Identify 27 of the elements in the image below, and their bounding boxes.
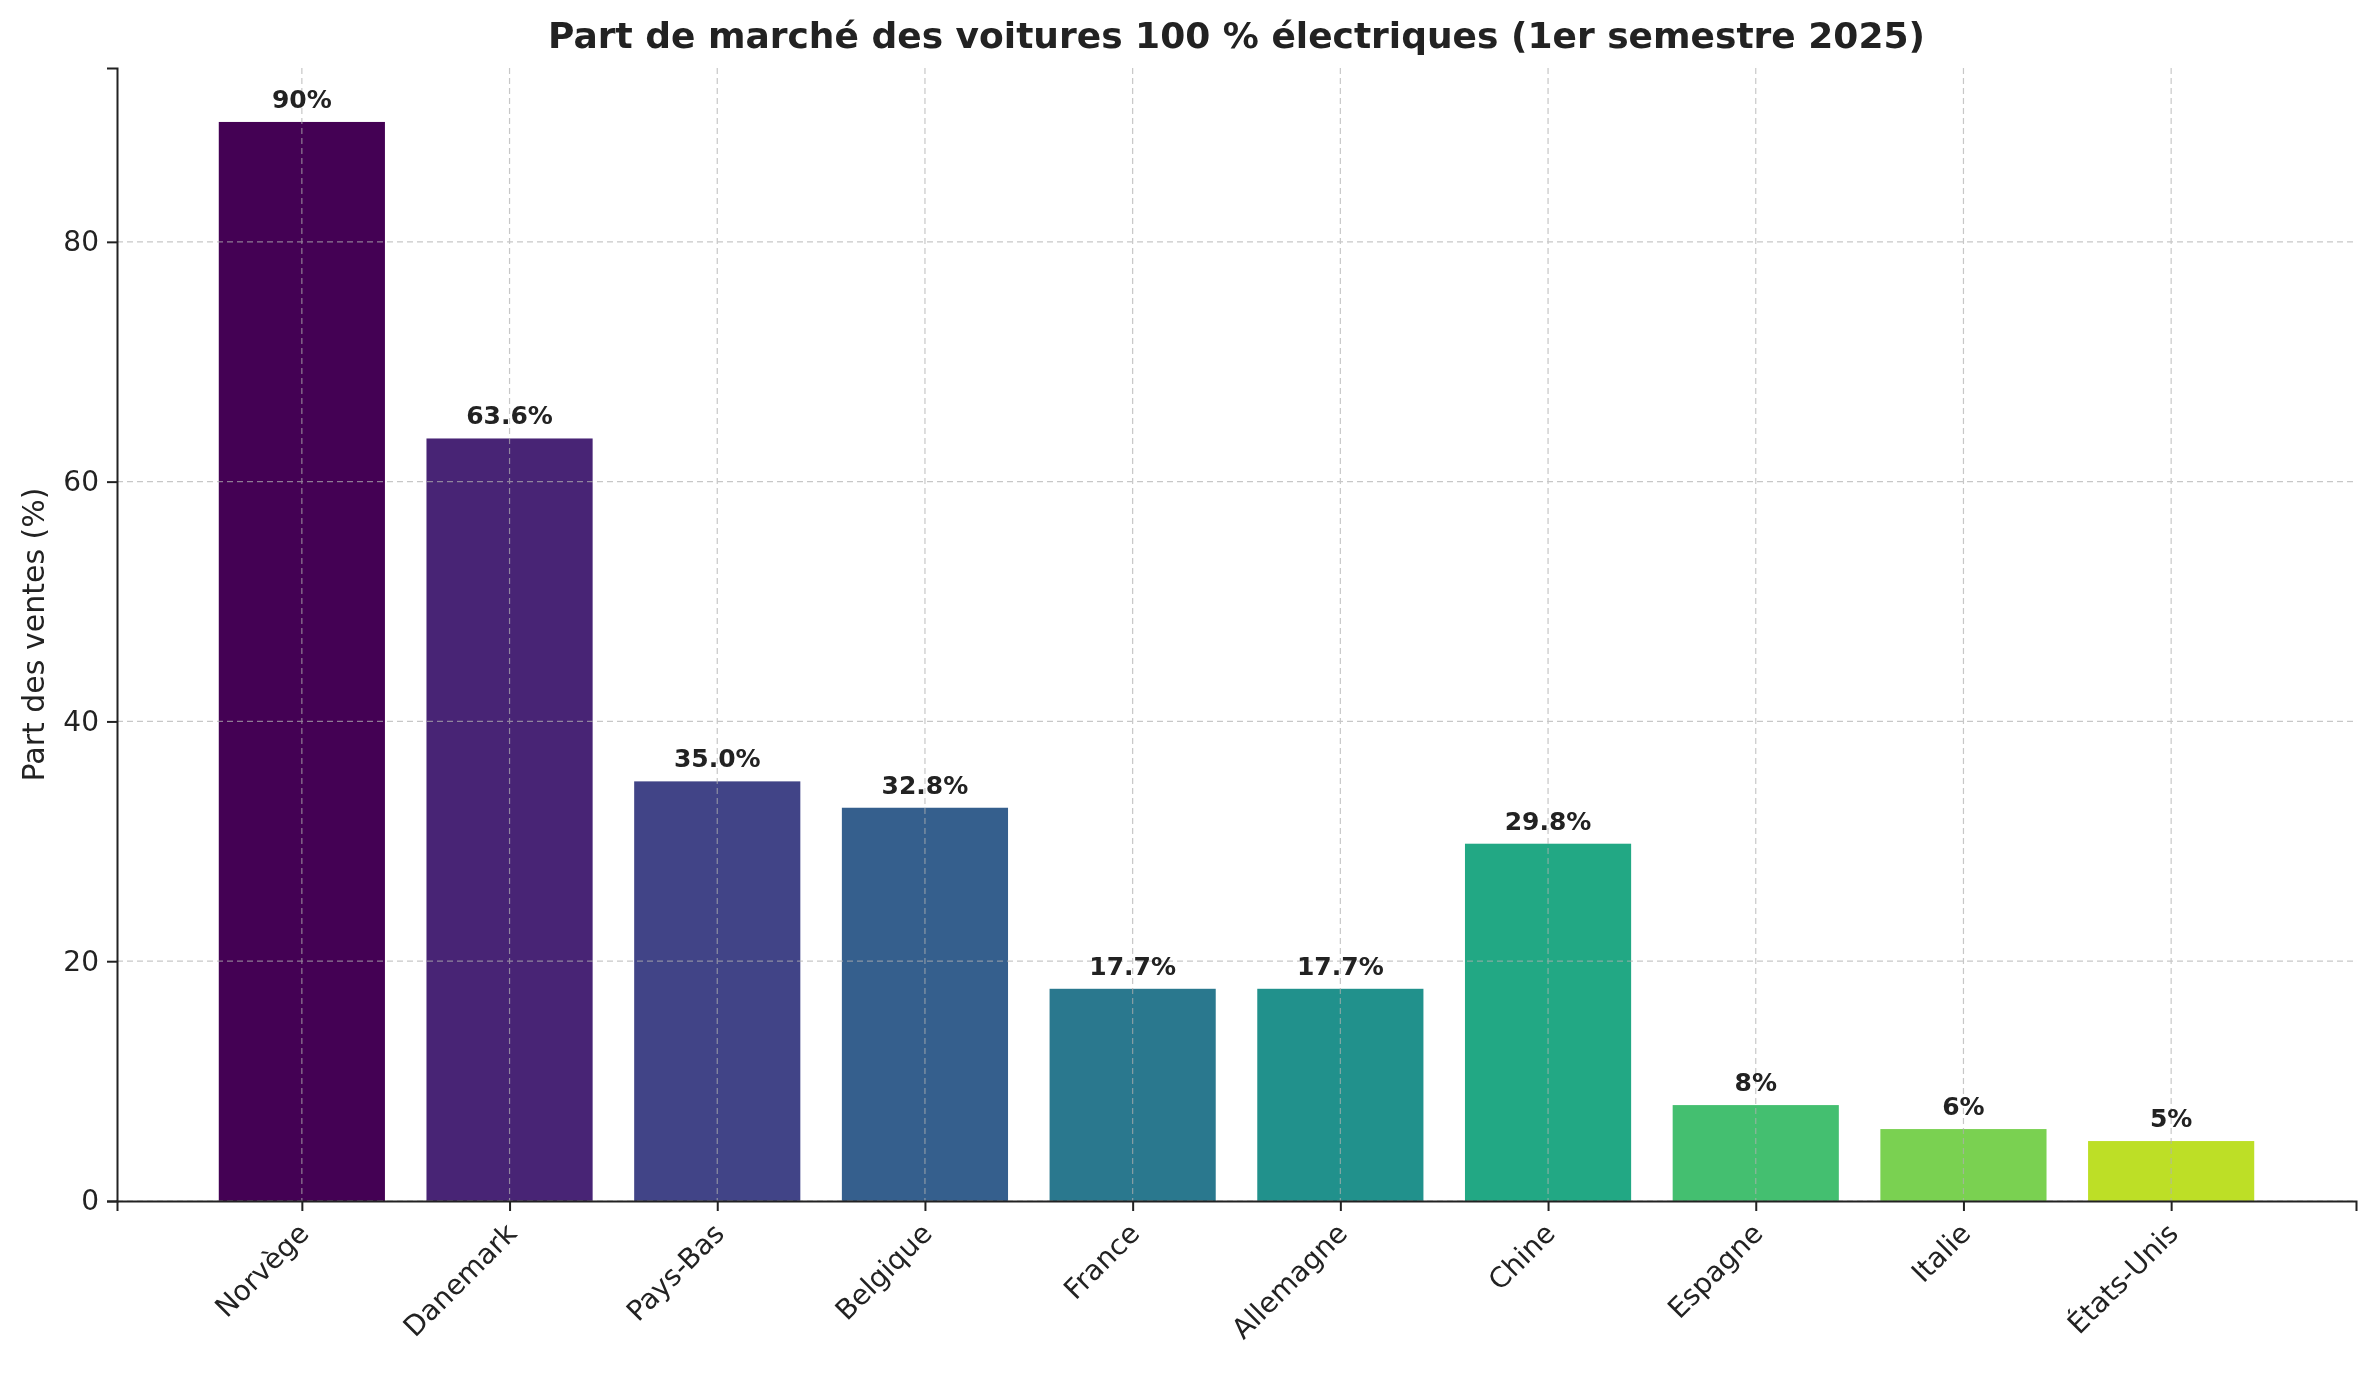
- bar: [1049, 988, 1216, 1201]
- y-tick-label: 40: [63, 704, 99, 738]
- bar: [1464, 843, 1632, 1201]
- bar: [1672, 1105, 1839, 1201]
- bar: [426, 438, 593, 1201]
- data-label: 35.0%: [673, 744, 761, 774]
- data-label: 17.7%: [1296, 951, 1384, 981]
- bar: [1257, 988, 1424, 1201]
- y-tick-label: 80: [63, 225, 99, 259]
- bar: [841, 807, 1009, 1201]
- data-label: 17.7%: [1089, 951, 1177, 981]
- bar: [1880, 1129, 2047, 1201]
- y-tick-label: 0: [81, 1184, 99, 1218]
- data-label: 32.8%: [881, 770, 969, 800]
- chart-title: Part de marché des voitures 100 % électriques (1er semestre 2025): [548, 15, 1925, 56]
- bar: [218, 121, 385, 1201]
- data-label: 8%: [1734, 1068, 1777, 1098]
- data-label: 5%: [2149, 1104, 2193, 1134]
- y-tick-label: 20: [63, 944, 99, 978]
- bar: [634, 781, 801, 1201]
- data-label: 29.8%: [1504, 806, 1592, 836]
- data-label: 6%: [1942, 1092, 1985, 1122]
- y-tick-label: 60: [63, 465, 99, 499]
- bar: [2088, 1141, 2255, 1201]
- data-label: 63.6%: [466, 401, 553, 431]
- data-label: 90%: [271, 84, 332, 114]
- y-axis-title: Part des ventes (%): [16, 487, 51, 782]
